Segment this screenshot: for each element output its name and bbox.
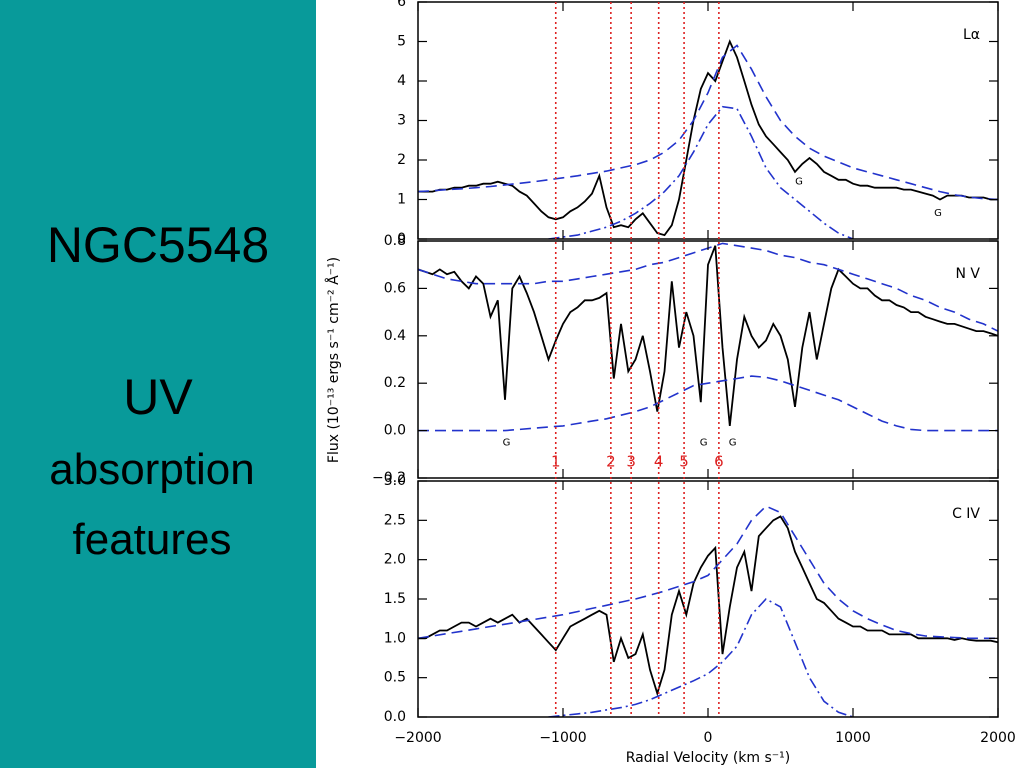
- x-tick-label: −2000: [394, 730, 441, 746]
- plot-area: [418, 242, 998, 432]
- y-tick-label: 0.2: [384, 375, 406, 391]
- y-tick-label: 4: [397, 73, 406, 89]
- plot-area: [418, 39, 998, 239]
- panel-label: C IV: [952, 506, 980, 522]
- slide-body: absorption: [49, 445, 254, 494]
- spectrum-line: [418, 39, 998, 237]
- y-tick-label: 0.8: [384, 233, 406, 249]
- annotation: G: [795, 177, 803, 188]
- y-tick-label: 2.5: [384, 512, 406, 528]
- spectrum-line: [418, 245, 998, 426]
- spectrum-line: [548, 597, 854, 717]
- spectrum-line: [548, 105, 854, 239]
- y-tick-label: 0.6: [384, 280, 406, 296]
- y-axis-label: Flux (10⁻¹³ ergs s⁻¹ cm⁻² Å⁻¹): [325, 257, 342, 463]
- y-tick-label: 5: [397, 34, 406, 50]
- velocity-marker-label: 5: [679, 453, 689, 471]
- y-tick-label: 0.0: [384, 423, 406, 439]
- annotation: G: [729, 437, 737, 448]
- slide-subtitle: UV: [123, 369, 193, 425]
- slide-title: NGC5548: [47, 217, 269, 273]
- spectrum-line: [418, 375, 998, 432]
- y-tick-label: 6: [397, 0, 406, 10]
- x-tick-label: 2000: [980, 730, 1016, 746]
- spectrum-line: [418, 242, 998, 332]
- y-tick-label: 3.0: [384, 473, 406, 489]
- velocity-marker-label: 2: [606, 453, 616, 471]
- velocity-marker-label: 3: [626, 453, 636, 471]
- x-tick-label: −1000: [539, 730, 586, 746]
- velocity-marker-label: 4: [654, 453, 664, 471]
- velocity-marker-label: 6: [714, 453, 724, 471]
- velocity-marker-label: 1: [551, 453, 561, 471]
- axis-frame: [417, 1, 999, 240]
- y-tick-label: 1: [397, 192, 406, 208]
- annotation: G: [934, 208, 942, 219]
- side-panel: [0, 0, 316, 768]
- panel-label: N V: [956, 266, 981, 282]
- y-tick-label: −0.2: [372, 470, 406, 486]
- y-tick-label: 0.4: [384, 328, 406, 344]
- y-tick-label: 0.5: [384, 670, 406, 686]
- y-tick-label: 2.0: [384, 552, 406, 568]
- annotation: G: [700, 437, 708, 448]
- x-tick-label: 1000: [835, 730, 871, 746]
- y-tick-label: 0.0: [384, 709, 406, 725]
- y-tick-label: 0: [397, 231, 406, 247]
- panel-label: Lα: [963, 27, 980, 43]
- slide-body: features: [73, 515, 232, 564]
- y-tick-label: 1.5: [384, 591, 406, 607]
- spectrum-line: [418, 44, 998, 201]
- y-tick-label: 1.0: [384, 630, 406, 646]
- spectrum-line: [418, 505, 998, 640]
- spectrum-line: [418, 515, 998, 697]
- y-tick-label: 2: [397, 152, 406, 168]
- annotation: G: [503, 437, 511, 448]
- y-tick-label: 3: [397, 113, 406, 129]
- plot-area: [418, 505, 998, 717]
- x-axis-label: Radial Velocity (km s⁻¹): [626, 750, 790, 766]
- axis-frame: [417, 480, 999, 718]
- x-tick-label: 0: [704, 730, 713, 746]
